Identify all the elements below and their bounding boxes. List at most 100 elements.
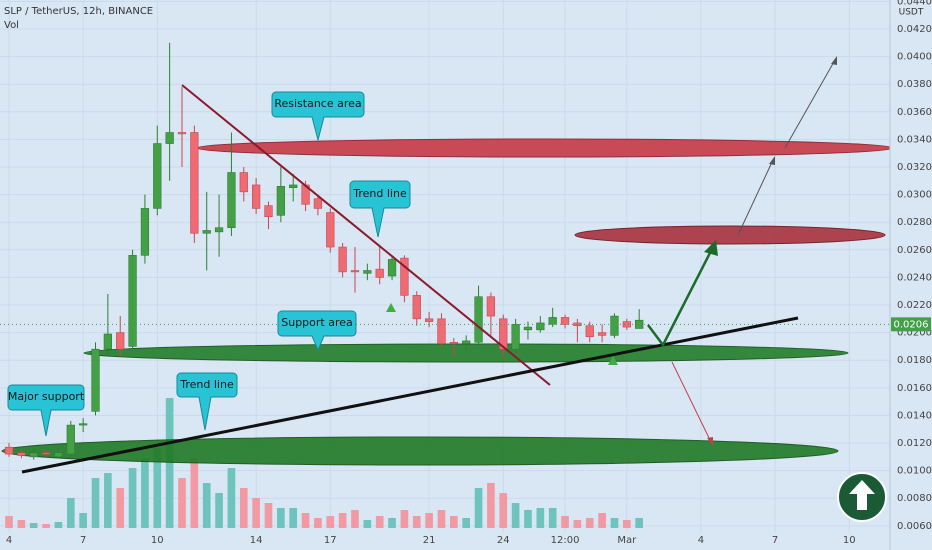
callout-label: Major support: [8, 390, 85, 403]
volume-bar: [437, 510, 446, 528]
volume-bar: [388, 518, 396, 528]
volume-bar: [252, 498, 260, 528]
y-tick-label: 0.0080: [897, 493, 932, 504]
volume-bar: [622, 520, 631, 528]
candle-body: [474, 296, 483, 343]
callout-label: Support area: [281, 316, 353, 329]
arrow-head: [769, 156, 775, 165]
candle-body: [252, 184, 261, 209]
volume-bar: [425, 513, 433, 528]
volume-bar: [585, 518, 594, 528]
candle-body: [140, 208, 150, 256]
candle-body: [54, 452, 63, 458]
volume-bar: [91, 478, 100, 528]
candle-body: [153, 143, 162, 209]
volume-bar: [474, 488, 483, 528]
candle-body: [499, 318, 508, 350]
candle-body: [363, 270, 372, 274]
y-tick-label: 0.0180: [897, 355, 932, 366]
x-tick-label: 7: [772, 535, 778, 546]
candle-body: [128, 255, 137, 347]
candle-body: [548, 317, 557, 325]
y-tick-label: 0.0300: [897, 190, 932, 201]
callout: [349, 180, 411, 238]
y-tick-label: 0.0140: [897, 410, 932, 421]
y-tick-label: 0.0400: [897, 52, 932, 63]
x-tick-label: 14: [250, 535, 263, 546]
y-tick-label: 0.0060: [897, 521, 932, 532]
candle-body: [190, 132, 199, 234]
candle-body: [610, 315, 619, 336]
volume-bar: [450, 516, 458, 528]
arrow-head: [704, 240, 718, 256]
y-tick-label: 0.0280: [897, 217, 932, 228]
candle-body: [350, 270, 360, 273]
candle-body: [585, 325, 594, 338]
volume-bar: [178, 478, 186, 528]
volume-bar: [314, 518, 322, 528]
y-tick-label: 0.0220: [897, 300, 932, 311]
candle-body: [91, 348, 100, 412]
bearish-line: [671, 361, 712, 443]
volume-bar: [79, 513, 87, 528]
candle-body: [511, 324, 520, 350]
down-trend-line: [181, 84, 551, 386]
x-tick-label: 24: [497, 535, 510, 546]
candle-body: [326, 212, 335, 248]
volume-bar: [487, 483, 495, 528]
callout-label: Trend line: [352, 187, 407, 200]
volume-bar: [289, 508, 298, 528]
candle-body: [264, 205, 273, 217]
volume-bar: [610, 518, 619, 528]
arrow-head: [707, 437, 713, 446]
candle-body: [412, 295, 421, 320]
candle-body: [449, 341, 458, 344]
up-icon: [849, 480, 875, 510]
volume-bar: [277, 508, 285, 528]
callout: [7, 384, 85, 437]
volume-bar: [412, 516, 421, 528]
candle-body: [17, 452, 26, 456]
drawings: [1, 138, 894, 466]
volume-bar: [42, 524, 50, 528]
candle-body: [313, 198, 323, 209]
projection-line: [784, 59, 836, 149]
volume-label: Vol: [4, 20, 19, 31]
projection-line: [737, 159, 774, 236]
y-tick-label: 0.0360: [897, 107, 932, 118]
x-tick-label: 17: [324, 535, 337, 546]
volume-bar: [499, 493, 508, 528]
volume-bar: [363, 520, 372, 528]
y-tick-label: 0.0260: [897, 245, 932, 256]
volume-bar: [54, 522, 63, 528]
volume-bar: [561, 516, 569, 528]
volume-bar: [338, 513, 347, 528]
candle-body: [4, 446, 14, 455]
logo-button[interactable]: [837, 472, 887, 522]
callout: [176, 372, 238, 431]
candle-body: [523, 326, 533, 331]
volume-bar: [635, 518, 644, 528]
volume-bar: [128, 468, 137, 528]
candle-body: [103, 333, 112, 350]
volume-bar: [326, 516, 335, 528]
callout-label: Trend line: [179, 378, 234, 391]
volume-bar: [598, 513, 606, 528]
candle-body: [177, 132, 187, 135]
volume-bar: [536, 508, 545, 528]
price-axis: [890, 0, 932, 550]
candle-body: [437, 318, 446, 344]
candle-body: [424, 318, 434, 322]
y-tick-label: 0.0320: [897, 162, 932, 173]
volume-bar: [511, 503, 520, 528]
drawings-top: [21, 56, 837, 474]
candle-body: [239, 172, 248, 193]
callouts: Resistance area Trend line Support area …: [7, 91, 411, 437]
volume-bar: [227, 468, 236, 528]
candle-body: [338, 246, 347, 273]
candle-body: [622, 321, 631, 328]
volume-bar: [375, 516, 384, 528]
volume-bar: [165, 398, 174, 528]
volume-bar: [462, 518, 471, 528]
